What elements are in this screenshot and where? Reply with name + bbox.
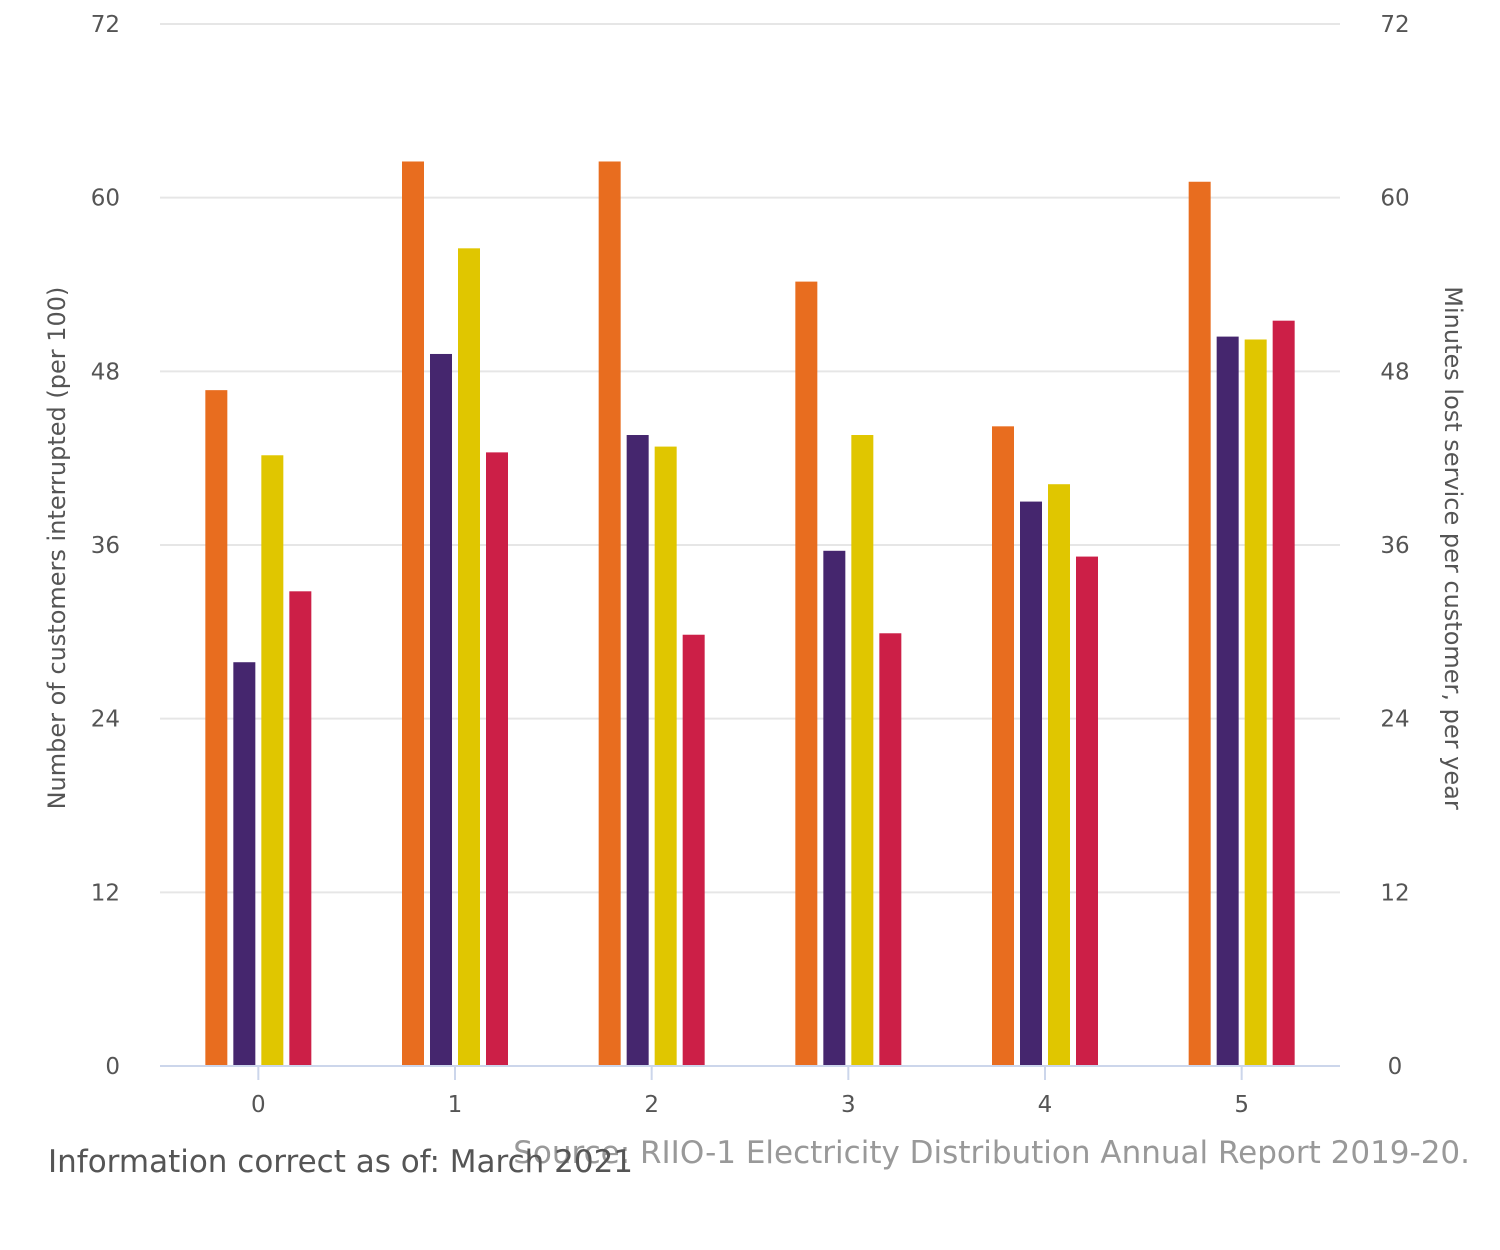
y-tick-label: 24 bbox=[91, 707, 120, 733]
bar[interactable] bbox=[1076, 556, 1098, 1066]
x-tick-label: 5 bbox=[1234, 1092, 1249, 1118]
x-axis: 0 1 2 3 4 5 bbox=[160, 1065, 1340, 1118]
bar[interactable] bbox=[598, 161, 621, 1067]
y-axis-left: 0 12 24 36 48 60 72 bbox=[91, 12, 120, 1080]
bar[interactable] bbox=[654, 446, 677, 1067]
bar[interactable] bbox=[851, 435, 874, 1066]
bar[interactable] bbox=[289, 591, 312, 1066]
y2-tick-label: 24 bbox=[1380, 707, 1409, 733]
x-tick-label: 3 bbox=[841, 1092, 856, 1118]
bar[interactable] bbox=[458, 248, 480, 1066]
x-tick-label: 0 bbox=[251, 1092, 266, 1118]
y-tick-label: 72 bbox=[91, 12, 120, 38]
bar[interactable] bbox=[1244, 339, 1267, 1066]
bar[interactable] bbox=[233, 662, 256, 1066]
x-tick-label: 2 bbox=[644, 1092, 659, 1118]
y2-tick-label: 0 bbox=[1388, 1054, 1403, 1080]
bar[interactable] bbox=[430, 353, 452, 1066]
gridlines bbox=[160, 23, 1340, 894]
bars bbox=[205, 161, 1295, 1067]
bar[interactable] bbox=[1272, 320, 1295, 1066]
y2-tick-label: 12 bbox=[1380, 880, 1409, 906]
bar[interactable] bbox=[205, 390, 228, 1066]
source-note: Source: RIIO-1 Electricity Distribution … bbox=[513, 1135, 1470, 1171]
bar[interactable] bbox=[626, 435, 649, 1066]
bar[interactable] bbox=[1216, 336, 1239, 1067]
footnote: Information correct as of: March 2021 bbox=[48, 1144, 633, 1180]
bar[interactable] bbox=[261, 455, 284, 1066]
y-tick-label: 60 bbox=[91, 186, 120, 212]
bar[interactable] bbox=[682, 634, 705, 1066]
bar[interactable] bbox=[823, 550, 846, 1066]
y2-axis-title: Minutes lost service per customer, per y… bbox=[1439, 286, 1467, 810]
bar[interactable] bbox=[795, 281, 818, 1066]
y-tick-label: 48 bbox=[91, 359, 120, 385]
bar[interactable] bbox=[879, 633, 902, 1066]
bar[interactable] bbox=[1048, 484, 1070, 1066]
y2-tick-label: 36 bbox=[1380, 533, 1409, 559]
bar[interactable] bbox=[992, 426, 1014, 1067]
bar[interactable] bbox=[486, 452, 508, 1066]
y2-tick-label: 48 bbox=[1380, 359, 1409, 385]
x-tick-label: 1 bbox=[448, 1092, 463, 1118]
y2-tick-label: 72 bbox=[1380, 12, 1409, 38]
y-tick-label: 0 bbox=[105, 1054, 120, 1080]
bar[interactable] bbox=[1020, 501, 1042, 1066]
y-axis-title: Number of customers interrupted (per 100… bbox=[43, 287, 71, 810]
bar[interactable] bbox=[1188, 181, 1211, 1067]
y2-tick-label: 60 bbox=[1380, 186, 1409, 212]
bar[interactable] bbox=[402, 161, 424, 1067]
y-axis-right: 0 12 24 36 48 60 72 bbox=[1380, 12, 1409, 1080]
y-tick-label: 36 bbox=[91, 533, 120, 559]
y-tick-label: 12 bbox=[91, 880, 120, 906]
x-tick-label: 4 bbox=[1038, 1092, 1053, 1118]
